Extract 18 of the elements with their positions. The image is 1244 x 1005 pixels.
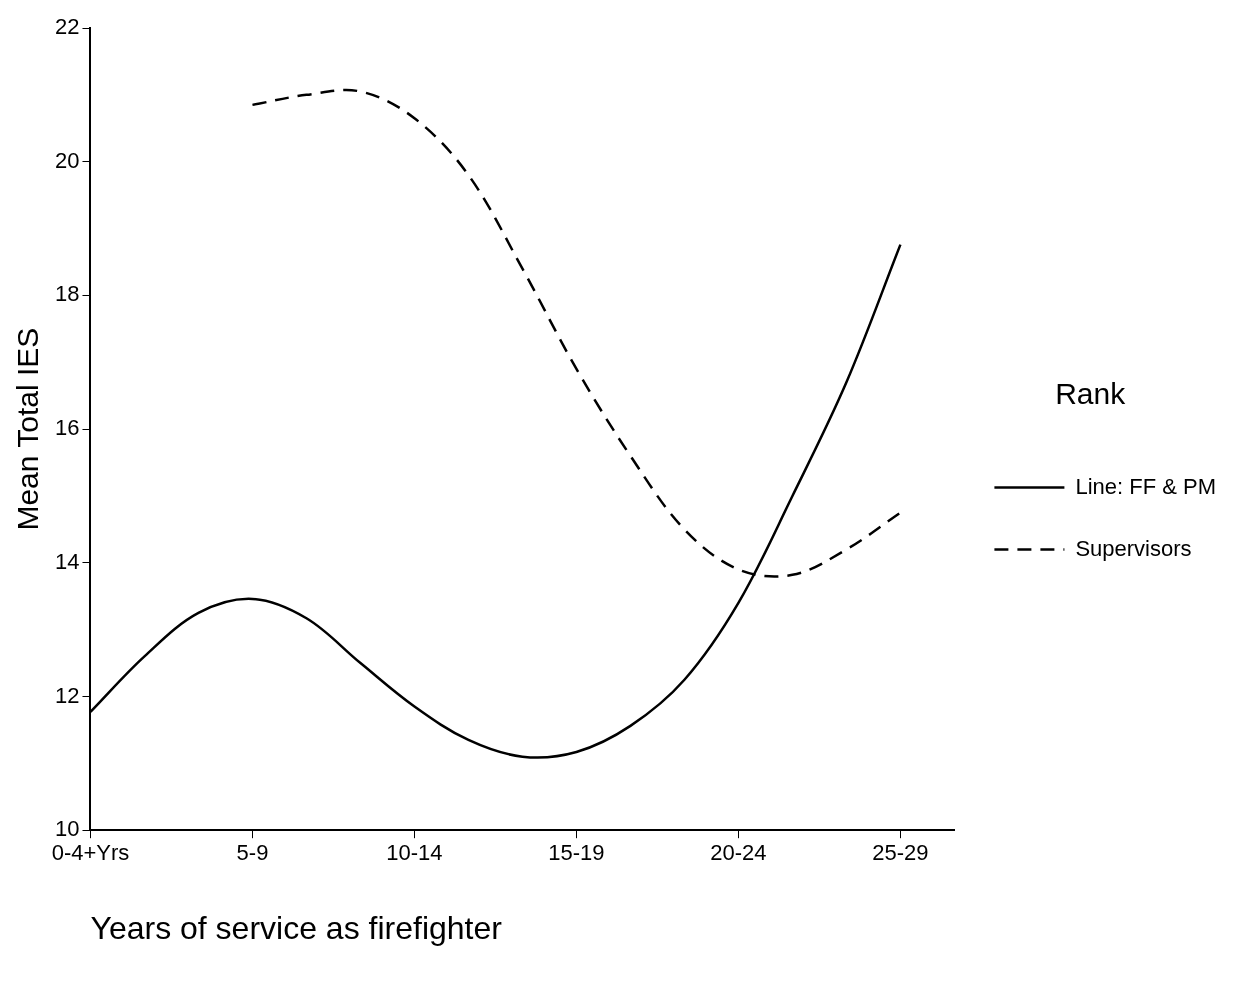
y-tick-label: 12 xyxy=(54,682,80,708)
x-tick-label: 0-4+Yrs xyxy=(51,840,130,866)
y-tick-label: 16 xyxy=(54,415,80,441)
x-tick-label: 5-9 xyxy=(236,840,269,866)
legend-label: Supervisors xyxy=(1075,535,1192,561)
legend-label: Line: FF & PM xyxy=(1075,473,1216,499)
y-tick-label: 14 xyxy=(54,548,80,574)
legend-title: Rank xyxy=(1055,376,1127,410)
y-tick-label: 20 xyxy=(54,147,80,173)
y-axis-title: Mean Total IES xyxy=(11,327,45,531)
y-tick-label: 10 xyxy=(54,816,80,842)
x-tick-label: 10-14 xyxy=(386,840,443,866)
x-tick-label: 25-29 xyxy=(872,840,929,866)
x-tick-label: 20-24 xyxy=(710,840,767,866)
y-tick-label: 22 xyxy=(54,14,80,40)
x-axis-title: Years of service as firefighter xyxy=(90,909,503,946)
y-tick-label: 18 xyxy=(54,281,80,307)
x-tick-label: 15-19 xyxy=(548,840,605,866)
